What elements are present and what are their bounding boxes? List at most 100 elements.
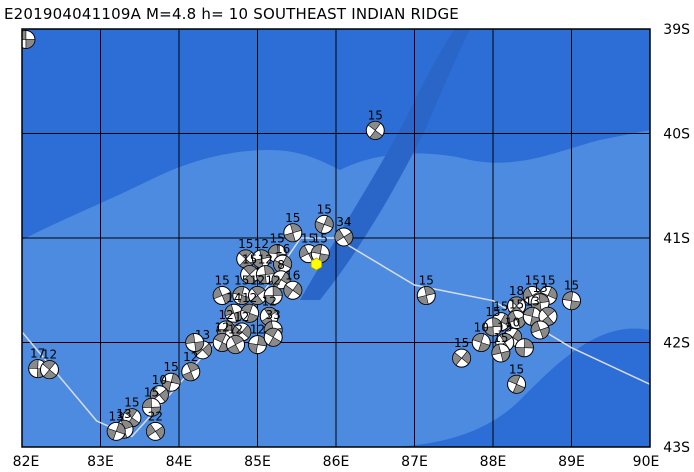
mechanism-depth-label: 15	[234, 273, 249, 287]
mechanism-depth-label: 15	[419, 273, 434, 287]
longitude-tick-label: 90E	[633, 454, 660, 470]
focal-mechanism	[538, 306, 558, 326]
focal-mechanism: 15	[491, 331, 511, 363]
mechanism-compressional-quadrant	[146, 423, 165, 440]
longitude-tick-label: 89E	[558, 454, 585, 470]
mechanism-depth-label: 13	[532, 281, 547, 295]
focal-mechanism: 15	[142, 385, 162, 417]
mechanism-depth-label: 13	[497, 321, 512, 335]
focal-mechanism: 12	[240, 291, 260, 323]
mechanism-compressional-quadrant	[283, 282, 303, 298]
focal-mechanism: 10	[471, 321, 491, 352]
focal-mechanism: 15	[232, 273, 252, 305]
mechanism-compressional-quadrant	[227, 335, 244, 354]
mechanism-compressional-quadrant	[185, 333, 204, 352]
mechanism-depth-label: 15	[215, 273, 230, 287]
mechanism-depth-label: 10	[505, 315, 520, 329]
mechanism-depth-label: 15	[317, 202, 332, 216]
mechanism-depth-label: 16	[275, 242, 290, 256]
focal-mechanism: 12	[251, 237, 271, 269]
mechanism-depth-label: 15	[493, 331, 508, 345]
mechanism-depth-label: 12	[215, 321, 230, 335]
latitude-tick-label: 39S	[663, 22, 690, 38]
mechanism-depth-label: 16	[285, 268, 300, 282]
mechanism-depth-label: 15	[509, 298, 524, 312]
mechanism-compressional-quadrant	[472, 333, 491, 352]
mechanism-depth-label: 15	[313, 232, 328, 246]
focal-mechanism: 18	[507, 284, 527, 316]
mechanism-compressional-quadrant	[263, 286, 283, 305]
focal-mechanism: 13	[106, 409, 126, 441]
event-location-marker	[310, 257, 323, 271]
mechanism-depth-label: 12	[250, 273, 265, 287]
latitude-tick-label: 40S	[663, 127, 690, 143]
focal-mechanism: 15	[483, 305, 503, 337]
focal-mechanism: 12	[255, 253, 275, 285]
longitude-tick-label: 88E	[480, 454, 507, 470]
focal-mechanism: 15	[240, 253, 260, 285]
mechanism-depth-label: 12	[183, 350, 198, 364]
longitude-tick-label: 83E	[87, 454, 114, 470]
mechanism-depth-label: 14	[226, 291, 241, 305]
mechanism-depth-label: 12	[254, 237, 269, 251]
mechanism-depth-label: 12	[42, 348, 57, 362]
mechanism-depth-label: 12	[266, 273, 281, 287]
mechanism-depth-label: 15	[454, 336, 469, 350]
focal-mechanism: 15	[507, 298, 527, 330]
focal-mechanism: 16	[283, 268, 303, 300]
mechanism-compressional-quadrant	[22, 30, 36, 49]
mechanism-depth-label: 15	[124, 396, 139, 410]
focal-mechanism: 15	[452, 336, 472, 368]
focal-mechanism	[530, 320, 550, 340]
mechanism-compressional-quadrant	[507, 375, 526, 394]
focal-mechanism: 15	[212, 273, 232, 305]
mechanism-depth-label: 15	[509, 362, 524, 376]
mechanism-depth-label: 15	[368, 108, 383, 122]
mechanism-depth-label: 10	[474, 321, 489, 335]
mechanism-depth-label: 12	[218, 308, 233, 322]
focal-mechanism: 15	[283, 211, 303, 243]
mechanism-compressional-quadrant	[42, 360, 57, 379]
focal-mechanism: 12	[39, 348, 59, 380]
mechanism-compressional-quadrant	[483, 317, 503, 337]
focal-mechanism	[514, 338, 534, 358]
mechanism-depth-label: 15	[164, 360, 179, 374]
focal-mechanism: 22	[145, 409, 165, 441]
mechanism-compressional-quadrant	[212, 286, 232, 305]
mechanism-compressional-quadrant	[562, 291, 581, 310]
mechanism-depth-label: 12	[258, 253, 273, 267]
mechanism-compressional-quadrant	[249, 286, 266, 305]
focal-mechanism: 12	[248, 273, 267, 305]
mechanism-depth-label: 18	[509, 284, 524, 298]
longitude-tick-label: 82E	[13, 454, 40, 470]
mechanism-depth-label: 15	[242, 253, 257, 267]
mechanism-depth-label: 15	[525, 273, 540, 287]
mechanism-compressional-quadrant	[106, 422, 126, 441]
mechanism-depth-label: 15	[285, 211, 300, 225]
mechanism-depth-label: 22	[148, 409, 163, 423]
mechanism-depth-label: 15	[485, 305, 500, 319]
mechanism-depth-label: 15	[301, 232, 316, 246]
mechanism-compressional-quadrant	[452, 350, 471, 366]
focal-mechanism: 12	[248, 323, 267, 355]
mechanism-compressional-quadrant	[417, 286, 436, 305]
focal-mechanism: 15	[365, 108, 385, 140]
mechanism-depth-label: 33	[266, 308, 281, 322]
mechanism-compressional-quadrant	[283, 223, 302, 243]
map-border	[21, 28, 651, 448]
axis-tick-labels: 82E 83E 84E 85E 86E 87E 88E 89E 90E 39S 40S 41S 42S 4…	[13, 22, 690, 470]
latitude-tick-label: 43S	[663, 440, 690, 456]
focal-mechanism: 12	[263, 273, 283, 305]
mechanism-depth-label: 13	[116, 407, 131, 421]
focal-mechanism	[263, 327, 283, 347]
focal-mechanism	[185, 333, 205, 352]
mechanism-compressional-quadrant	[242, 265, 257, 284]
focal-mechanism: 13	[522, 294, 542, 326]
mechanism-depth-label: 12	[18, 17, 33, 31]
mechanism-depth-label: 15	[269, 232, 284, 246]
mechanism-depth-label: 15	[540, 273, 555, 287]
mechanism-compressional-quadrant	[314, 215, 334, 234]
map-title: E201904041109A M=4.8 h= 10 SOUTHEAST IND…	[4, 5, 459, 23]
